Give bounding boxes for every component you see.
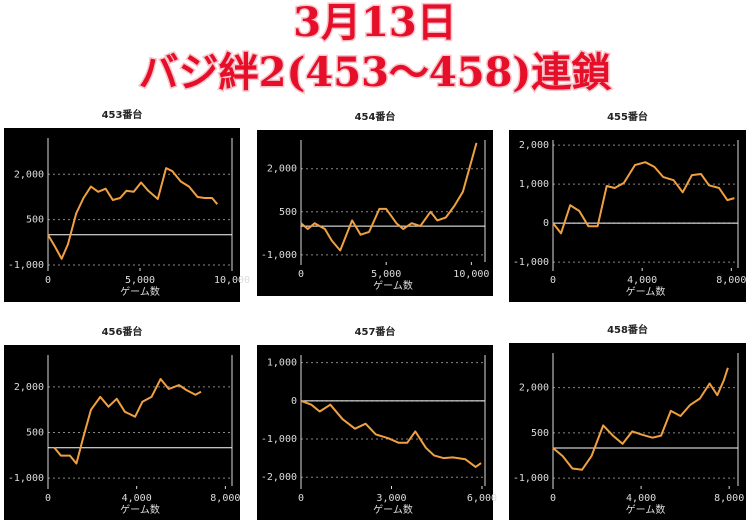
chart-panel: [4, 128, 240, 302]
y-tick-label: 0: [291, 396, 297, 407]
x-axis-label: ゲーム数: [626, 285, 666, 298]
y-tick-label: 500: [531, 428, 549, 439]
page-subtitle: バジ絆2(453〜458)連鎖: [139, 49, 612, 96]
x-axis-label: ゲーム数: [120, 503, 160, 516]
y-tick-label: 500: [26, 215, 44, 226]
data-line: [300, 399, 482, 468]
x-tick-label: 4,000: [122, 493, 152, 504]
data-line: [552, 367, 729, 471]
y-tick-label: -1,000: [513, 473, 549, 484]
y-tick-label: -1,000: [261, 434, 297, 445]
x-axis-label: ゲーム数: [373, 503, 413, 516]
chart-panel: [509, 130, 746, 302]
chart-panel: [4, 345, 240, 520]
x-tick-label: 4,000: [627, 275, 657, 286]
y-tick-label: -1,000: [8, 260, 44, 271]
x-axis-label: ゲーム数: [626, 503, 666, 516]
x-tick-label: 10,000: [214, 275, 250, 286]
x-tick-label: 0: [45, 275, 51, 286]
chart-title: 456番台: [102, 325, 143, 338]
x-tick-label: 0: [45, 493, 51, 504]
y-tick-label: 1,000: [519, 179, 549, 190]
chart-panel: [257, 130, 493, 296]
y-tick-label: 2,000: [519, 140, 549, 151]
x-tick-label: 10,000: [453, 269, 489, 280]
x-tick-label: 4,000: [626, 493, 656, 504]
x-tick-label: 5,000: [125, 275, 155, 286]
y-tick-label: 0: [543, 218, 549, 229]
x-tick-label: 8,000: [714, 493, 744, 504]
x-tick-label: 8,000: [716, 275, 746, 286]
x-tick-label: 0: [550, 493, 556, 504]
y-tick-label: -1,000: [261, 250, 297, 261]
y-tick-label: -2,000: [261, 472, 297, 483]
chart-title: 453番台: [102, 108, 143, 121]
y-tick-label: 500: [279, 207, 297, 218]
y-tick-label: 2,000: [14, 169, 44, 180]
data-line: [552, 161, 735, 235]
data-line: [53, 378, 202, 465]
data-line: [47, 167, 219, 260]
x-axis-label: ゲーム数: [120, 285, 160, 298]
y-tick-label: 2,000: [14, 382, 44, 393]
y-tick-label: 1,000: [267, 358, 297, 369]
x-tick-label: 8,000: [210, 493, 240, 504]
chart-panel: [509, 343, 746, 520]
y-tick-label: -1,000: [8, 473, 44, 484]
x-tick-label: 3,000: [376, 493, 406, 504]
data-line: [300, 142, 478, 252]
y-tick-label: 500: [26, 428, 44, 439]
y-tick-label: 2,000: [267, 164, 297, 175]
page-title: 3月13日: [293, 0, 457, 46]
x-axis-label: ゲーム数: [373, 279, 413, 292]
chart-title: 458番台: [607, 323, 648, 336]
chart-title: 454番台: [355, 110, 396, 123]
x-tick-label: 0: [298, 269, 304, 280]
chart-title: 455番台: [607, 110, 648, 123]
x-tick-label: 0: [550, 275, 556, 286]
x-tick-label: 6,000: [467, 493, 497, 504]
x-tick-label: 5,000: [371, 269, 401, 280]
y-tick-label: 2,000: [519, 383, 549, 394]
y-tick-label: -1,000: [513, 257, 549, 268]
chart-title: 457番台: [355, 325, 396, 338]
x-tick-label: 0: [298, 493, 304, 504]
